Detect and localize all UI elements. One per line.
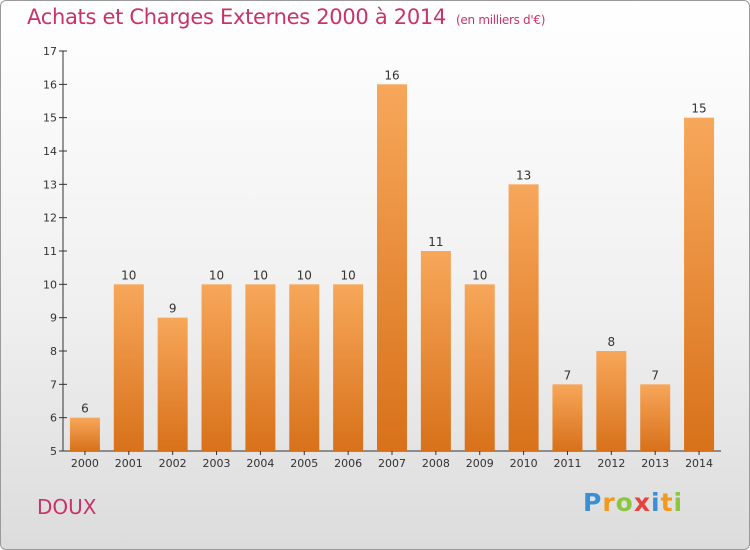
x-tick-label: 2010 [510,457,538,470]
bar-2005 [289,284,320,451]
x-tick-label: 2008 [422,457,450,470]
y-tick-label: 5 [50,445,57,458]
x-tick-label: 2007 [378,457,406,470]
y-tick-label: 11 [43,245,57,258]
logo-letter: P [583,488,603,517]
bar-2003 [201,284,232,451]
bar-2009 [464,284,495,451]
chart-title-text: Achats et Charges Externes 2000 à 2014 [27,5,447,29]
bar-2006 [333,284,364,451]
x-tick-label: 2005 [290,457,318,470]
x-tick-label: 2001 [115,457,143,470]
data-label: 7 [564,368,572,382]
commune-name: DOUX [37,495,97,519]
data-label: 10 [340,268,355,282]
bar-2008 [420,251,451,451]
chart-title: Achats et Charges Externes 2000 à 2014 (e… [27,5,545,29]
chart-unit-note: (en milliers d'€) [456,13,546,27]
logo-letter: i [651,488,661,517]
data-label: 11 [428,235,443,249]
logo-letter: i [673,488,684,517]
bar-2007 [377,84,407,451]
y-tick-label: 10 [43,278,57,291]
y-tick-label: 16 [43,78,57,91]
x-tick-label: 2012 [597,457,625,470]
x-tick-label: 2009 [466,457,494,470]
data-label: 10 [253,268,268,282]
data-label: 10 [209,268,224,282]
logo-letter: t [660,488,674,517]
data-label: 8 [608,335,616,349]
y-tick-label: 7 [50,378,57,391]
x-tick-label: 2014 [685,457,713,470]
bar-2000 [69,417,100,451]
bar-2014 [684,117,715,452]
proxiti-logo: Proxiti [583,488,683,517]
logo-letter: r [602,488,616,517]
bar-2004 [245,284,276,451]
y-tick-label: 13 [43,178,57,191]
bar-2002 [157,317,188,451]
x-tick-label: 2013 [641,457,669,470]
data-label: 6 [81,402,89,416]
bar-2011 [552,384,583,451]
x-tick-label: 2002 [159,457,187,470]
data-label: 13 [516,168,531,182]
data-label: 16 [384,68,399,82]
data-label: 7 [651,368,659,382]
data-label: 10 [472,268,487,282]
y-tick-label: 6 [50,412,57,425]
bar-2001 [113,284,144,451]
y-tick-label: 12 [43,212,57,225]
data-label: 15 [691,102,706,116]
data-label: 10 [121,268,136,282]
x-tick-label: 2011 [553,457,581,470]
x-tick-label: 2003 [203,457,231,470]
bar-2012 [596,351,627,451]
x-tick-label: 2000 [71,457,99,470]
y-tick-label: 15 [43,112,57,125]
y-tick-label: 14 [43,145,57,158]
x-tick-label: 2006 [334,457,362,470]
data-label: 10 [297,268,312,282]
bar-2010 [508,184,539,452]
logo-letter: x [633,488,651,517]
y-tick-label: 9 [50,312,57,325]
y-tick-label: 8 [50,345,57,358]
x-tick-label: 2004 [246,457,274,470]
logo-letter: o [615,488,634,517]
bar-2013 [640,384,671,451]
data-label: 9 [169,302,177,316]
y-tick-label: 17 [43,45,57,58]
